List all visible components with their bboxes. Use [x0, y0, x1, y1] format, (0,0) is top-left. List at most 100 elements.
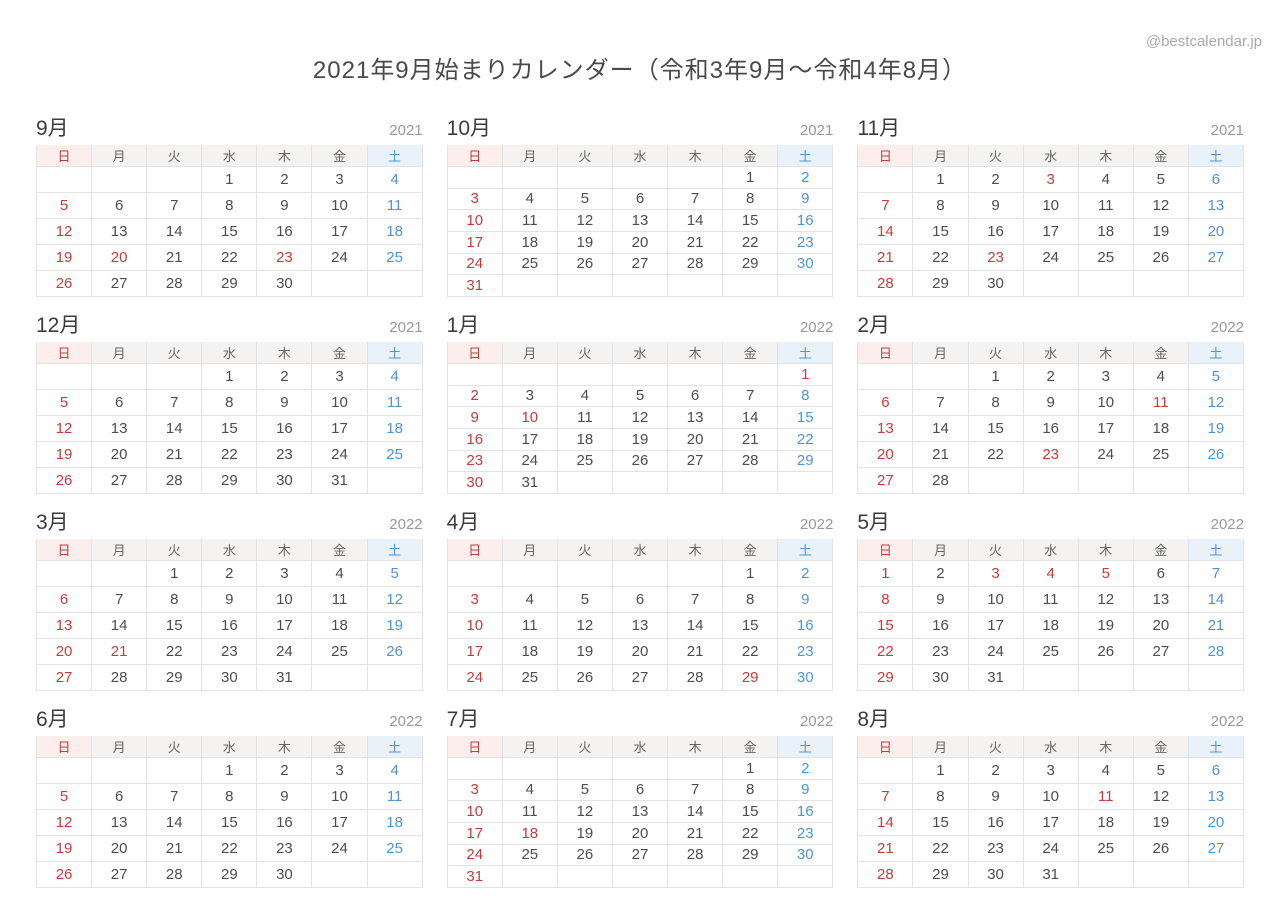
week-row: 19 20 21 22 23 24 25 [35, 441, 423, 468]
weekday-header-mon: 月 [912, 342, 969, 364]
day-cell: 6 [1187, 166, 1244, 193]
month-name: 12月 [36, 314, 81, 337]
day-cell: 5 [556, 586, 613, 613]
day-cell: 22 [146, 638, 203, 665]
day-cell: 28 [667, 843, 724, 867]
weekday-header-mon: 月 [912, 736, 969, 758]
day-cell: 31 [256, 664, 313, 691]
day-cell: 27 [35, 664, 93, 691]
day-cell: 19 [611, 427, 669, 451]
day-cell: 23 [967, 835, 1024, 862]
weekday-header-mon: 月 [501, 145, 558, 167]
weekday-header-fri: 金 [722, 539, 779, 561]
weekday-header-tue: 火 [967, 342, 1024, 364]
day-cell: 8 [857, 586, 914, 613]
day-cell: 29 [722, 843, 779, 867]
day-cell: 17 [1022, 809, 1079, 836]
week-row: 10 11 12 13 14 15 16 [446, 800, 834, 823]
day-cell: 26 [556, 843, 613, 867]
day-cell: 23 [256, 835, 313, 862]
day-cell: 18 [501, 230, 558, 254]
weekday-header-tue: 火 [556, 736, 613, 758]
empty-cell [35, 757, 93, 784]
day-cell: 5 [1077, 560, 1134, 587]
day-cell: 10 [446, 612, 503, 639]
weekday-header-sun: 日 [446, 342, 503, 364]
empty-cell [667, 363, 724, 386]
weekday-header-fri: 金 [722, 145, 779, 167]
month-block-8: 4月 2022 日月火水木金土 1 2 3 4 5 6 7 8 9 10 11 12 13 14 15 16 17 18… [446, 506, 834, 691]
month-year: 2022 [1210, 516, 1244, 533]
day-cell: 14 [857, 809, 914, 836]
day-cell: 22 [201, 835, 258, 862]
day-cell: 16 [777, 209, 834, 232]
day-cell: 10 [311, 389, 368, 416]
day-cell: 16 [777, 612, 834, 639]
day-cell: 12 [1187, 389, 1244, 416]
day-cell: 28 [91, 664, 148, 691]
weekday-header-mon: 月 [912, 145, 969, 167]
day-cell: 9 [777, 778, 834, 802]
month-table: 日月火水木金土 1 2 3 4 5 6 7 8 9 10 11 12 13 14 15 16 17 18 19 20 21… [35, 145, 423, 297]
day-cell: 3 [1022, 166, 1079, 193]
empty-cell [501, 166, 558, 189]
day-cell: 15 [201, 809, 258, 836]
day-cell: 29 [722, 252, 779, 276]
day-cell: 25 [556, 449, 613, 473]
day-cell: 13 [857, 415, 914, 442]
empty-cell [1022, 270, 1079, 297]
month-year: 2021 [389, 319, 423, 336]
weekday-header-mon: 月 [91, 342, 148, 364]
day-cell: 19 [1187, 415, 1244, 442]
empty-cell [146, 166, 203, 193]
month-table: 日月火水木金土 1 2 3 4 5 6 7 8 9 10 11 12 13 14 15 16 17 18 19 20 21… [446, 342, 834, 494]
day-cell: 24 [1077, 441, 1134, 468]
week-row: 23 24 25 26 27 28 29 [446, 449, 834, 473]
week-row: 12 13 14 15 16 17 18 [35, 809, 423, 836]
day-cell: 21 [667, 230, 724, 254]
day-cell: 27 [611, 843, 669, 867]
empty-cell [91, 363, 148, 390]
day-cell: 24 [1022, 835, 1079, 862]
day-cell: 23 [967, 244, 1024, 271]
month-table: 日月火水木金土 1 2 3 4 5 6 7 8 9 10 11 12 13 14 15 16 17 18 19 20 21… [446, 145, 834, 297]
day-cell: 5 [1132, 166, 1189, 193]
day-cell: 28 [857, 270, 914, 297]
day-cell: 20 [611, 230, 669, 254]
week-row: 27 28 [857, 467, 1244, 494]
day-cell: 5 [556, 187, 613, 211]
empty-cell [777, 865, 834, 888]
day-cell: 2 [777, 757, 834, 780]
weekday-header-wed: 水 [1022, 736, 1079, 758]
day-cell: 30 [777, 664, 834, 691]
day-cell: 16 [967, 218, 1024, 245]
day-cell: 3 [446, 778, 503, 802]
weekday-header-fri: 金 [1132, 539, 1189, 561]
empty-cell [857, 757, 914, 784]
week-row: 20 21 22 23 24 25 26 [857, 441, 1244, 468]
empty-cell [1132, 861, 1189, 888]
week-row: 24 25 26 27 28 29 30 [446, 843, 834, 867]
month-table: 日月火水木金土 1 2 3 4 5 6 7 8 9 10 11 12 13 14 15 16 17 18 19 20 21… [35, 736, 423, 888]
week-row: 6 7 8 9 10 11 12 [35, 586, 423, 613]
weekday-header-fri: 金 [311, 145, 368, 167]
day-cell: 28 [857, 861, 914, 888]
day-cell: 14 [667, 800, 724, 823]
day-cell: 6 [667, 384, 724, 408]
day-cell: 11 [366, 783, 423, 810]
month-block-9: 5月 2022 日月火水木金土 1 2 3 4 5 6 7 8 9 10 11 12 13 14 15 16 17 18… [857, 506, 1244, 691]
day-cell: 10 [1022, 192, 1079, 219]
day-cell: 28 [146, 467, 203, 494]
day-cell: 30 [256, 270, 313, 297]
day-cell: 10 [446, 209, 503, 232]
day-cell: 6 [1187, 757, 1244, 784]
day-cell: 12 [35, 218, 93, 245]
day-cell: 12 [1132, 192, 1189, 219]
month-table: 日月火水木金土 1 2 3 4 5 6 7 8 9 10 11 12 13 14 15 16 17 18 19 20 21… [857, 736, 1244, 888]
empty-cell [1132, 467, 1189, 494]
day-cell: 28 [912, 467, 969, 494]
weekday-header-wed: 水 [201, 539, 258, 561]
day-cell: 27 [611, 252, 669, 276]
